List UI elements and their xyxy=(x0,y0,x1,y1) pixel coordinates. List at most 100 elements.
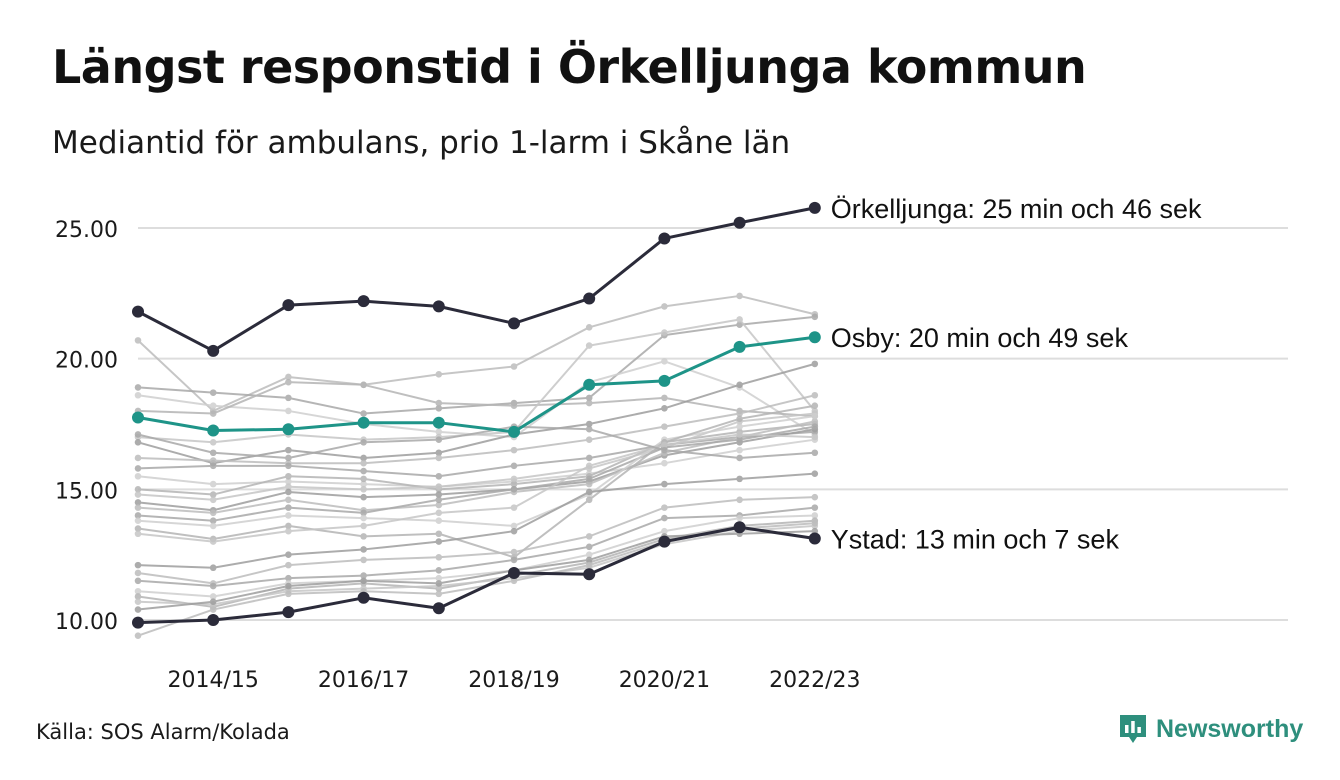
background-series-point xyxy=(134,530,142,538)
background-series-point xyxy=(585,462,593,470)
background-series-point xyxy=(209,449,217,457)
background-series-point xyxy=(360,509,367,517)
highlighted-series-group: Örkelljunga: 25 min och 46 sek Osby: 20 m… xyxy=(132,194,1202,629)
series-rkelljunga-point xyxy=(733,216,746,229)
background-series-point xyxy=(510,486,518,493)
background-series-point xyxy=(360,522,367,530)
y-tick-label: 10.00 xyxy=(55,610,118,635)
background-series-line xyxy=(137,415,815,527)
background-series-point xyxy=(585,475,593,483)
series-osby-point xyxy=(583,378,596,391)
background-series-line xyxy=(137,433,815,543)
background-series-point xyxy=(435,371,443,378)
chart-title: Längst responstid i Örkelljunga kommun xyxy=(52,40,1087,94)
series-osby-point xyxy=(207,424,220,437)
series-osby-point xyxy=(508,425,520,438)
background-series-point xyxy=(811,402,819,410)
background-series-point xyxy=(209,517,217,524)
background-series-point xyxy=(435,553,443,561)
background-series-point xyxy=(285,561,292,569)
background-series-point xyxy=(285,454,292,462)
background-series-point xyxy=(661,394,668,402)
brand-name: Newsworthy xyxy=(1156,714,1304,743)
background-series-point xyxy=(661,303,668,310)
background-series-point xyxy=(585,342,593,349)
background-series-point xyxy=(360,533,367,540)
background-series-point xyxy=(360,410,367,417)
background-series-point xyxy=(736,514,743,522)
background-series-point xyxy=(435,491,443,498)
background-series-point xyxy=(360,475,367,483)
background-series-point xyxy=(661,504,668,511)
background-series-line xyxy=(137,472,815,569)
series-ystad: Ystad: 13 min och 7 sek xyxy=(132,521,1120,629)
background-series-point xyxy=(209,538,217,545)
background-series-point xyxy=(360,459,367,467)
background-series-point xyxy=(736,475,743,483)
series-ystad-point xyxy=(583,568,596,581)
background-series-point xyxy=(209,606,217,613)
x-tick-label: 2014/15 xyxy=(167,668,258,693)
background-series-point xyxy=(435,580,443,587)
background-series-line xyxy=(137,315,815,415)
series-ystad-label: Ystad: 13 min och 7 sek xyxy=(831,524,1120,554)
background-series-point xyxy=(811,360,819,368)
background-series-point xyxy=(435,454,443,462)
background-series-point xyxy=(134,438,142,446)
background-series-line xyxy=(137,428,815,512)
background-series-line xyxy=(137,404,815,559)
background-series-point xyxy=(736,381,743,389)
series-ystad-point xyxy=(658,535,671,548)
background-series-point xyxy=(209,509,217,517)
background-series-point xyxy=(811,504,819,511)
background-series-point xyxy=(661,514,668,522)
background-series-point xyxy=(209,389,217,396)
background-series-point xyxy=(285,446,292,454)
series-rkelljunga-point xyxy=(282,299,295,312)
background-series-point xyxy=(285,504,292,511)
x-tick-label: 2020/21 xyxy=(619,668,710,693)
series-rkelljunga: Örkelljunga: 25 min och 46 sek xyxy=(132,194,1202,357)
background-series-point xyxy=(360,493,367,501)
background-series xyxy=(134,313,819,417)
series-rkelljunga-point xyxy=(432,300,445,313)
background-series-point xyxy=(661,527,668,535)
background-series-point xyxy=(510,577,518,585)
background-series-point xyxy=(285,551,292,558)
background-series-point xyxy=(285,472,292,480)
background-series-point xyxy=(661,405,668,412)
background-series-point xyxy=(134,391,142,399)
background-series-point xyxy=(435,574,443,582)
background-series-point xyxy=(134,569,142,577)
background-series-point xyxy=(134,384,142,391)
background-series-line xyxy=(137,420,816,514)
background-series-point xyxy=(209,564,217,572)
background-series xyxy=(134,431,819,545)
background-series-line xyxy=(137,294,816,412)
background-series-point xyxy=(661,329,668,336)
background-series-line xyxy=(137,425,815,522)
series-osby-label: Osby: 20 min och 49 sek xyxy=(831,323,1129,353)
background-series-group xyxy=(134,292,819,639)
background-series-point xyxy=(435,538,443,545)
background-series-point xyxy=(435,567,443,574)
background-series-point xyxy=(736,436,743,443)
background-series-point xyxy=(435,405,443,412)
background-series-point xyxy=(510,522,518,530)
background-series-point xyxy=(360,486,367,493)
background-series-point xyxy=(209,402,217,410)
background-series-point xyxy=(585,436,593,443)
background-series-point xyxy=(134,504,142,511)
background-series-point xyxy=(134,632,142,639)
background-series-point xyxy=(736,292,743,300)
background-series-point xyxy=(285,407,292,415)
background-series-point xyxy=(209,438,217,446)
background-series-point xyxy=(209,593,217,600)
background-series-point xyxy=(285,590,292,598)
background-series-point xyxy=(285,582,292,590)
background-series-point xyxy=(510,504,518,511)
series-rkelljunga-point xyxy=(808,201,821,214)
background-series-point xyxy=(360,514,367,522)
background-series-point xyxy=(285,394,292,402)
background-series-line xyxy=(137,514,815,598)
